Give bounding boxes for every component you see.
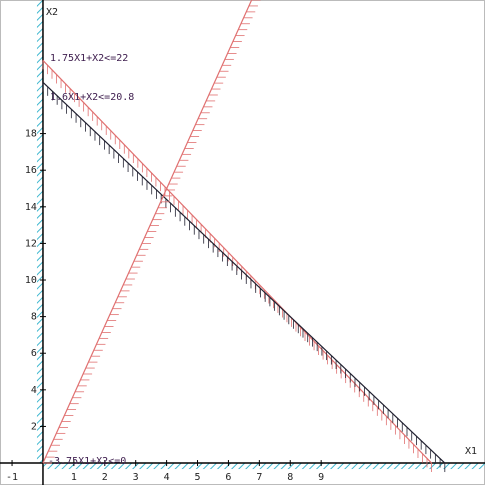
constraint-label: 1.75X1+X2<=22 bbox=[50, 53, 128, 64]
axis-hatch bbox=[42, 463, 485, 470]
x-tick-label: 6 bbox=[225, 472, 231, 483]
x-tick-label: 5 bbox=[195, 472, 201, 483]
x-tick-label: 7 bbox=[256, 472, 262, 483]
x-tick-label: 1 bbox=[71, 472, 77, 483]
x-tick-label: 8 bbox=[287, 472, 293, 483]
x-tick-label: 9 bbox=[318, 472, 324, 483]
y-tick-label: 16 bbox=[25, 165, 37, 176]
constraint-line bbox=[42, 81, 446, 464]
constraint-label: 1.6X1+X2<=20.8 bbox=[50, 92, 134, 103]
x-tick-label: 2 bbox=[102, 472, 108, 483]
x-tick-label: 3 bbox=[133, 472, 139, 483]
y-tick-label: 12 bbox=[25, 238, 37, 249]
axis-hatch bbox=[36, 0, 43, 464]
y-tick-label: 6 bbox=[31, 348, 37, 359]
x-axis-label: X1 bbox=[465, 446, 477, 457]
y-tick-label: 4 bbox=[31, 385, 37, 396]
constraint-label: -3.75X1+X2<=0 bbox=[48, 456, 126, 467]
y-axis-label: X2 bbox=[46, 7, 58, 18]
x-tick-label: 4 bbox=[164, 472, 170, 483]
x-tick-label: -1 bbox=[6, 472, 18, 483]
y-tick-label: 10 bbox=[25, 275, 37, 286]
y-tick-label: 18 bbox=[25, 129, 37, 140]
y-tick-label: 8 bbox=[31, 312, 37, 323]
y-tick-label: 2 bbox=[31, 421, 37, 432]
y-tick-label: 14 bbox=[25, 202, 37, 213]
